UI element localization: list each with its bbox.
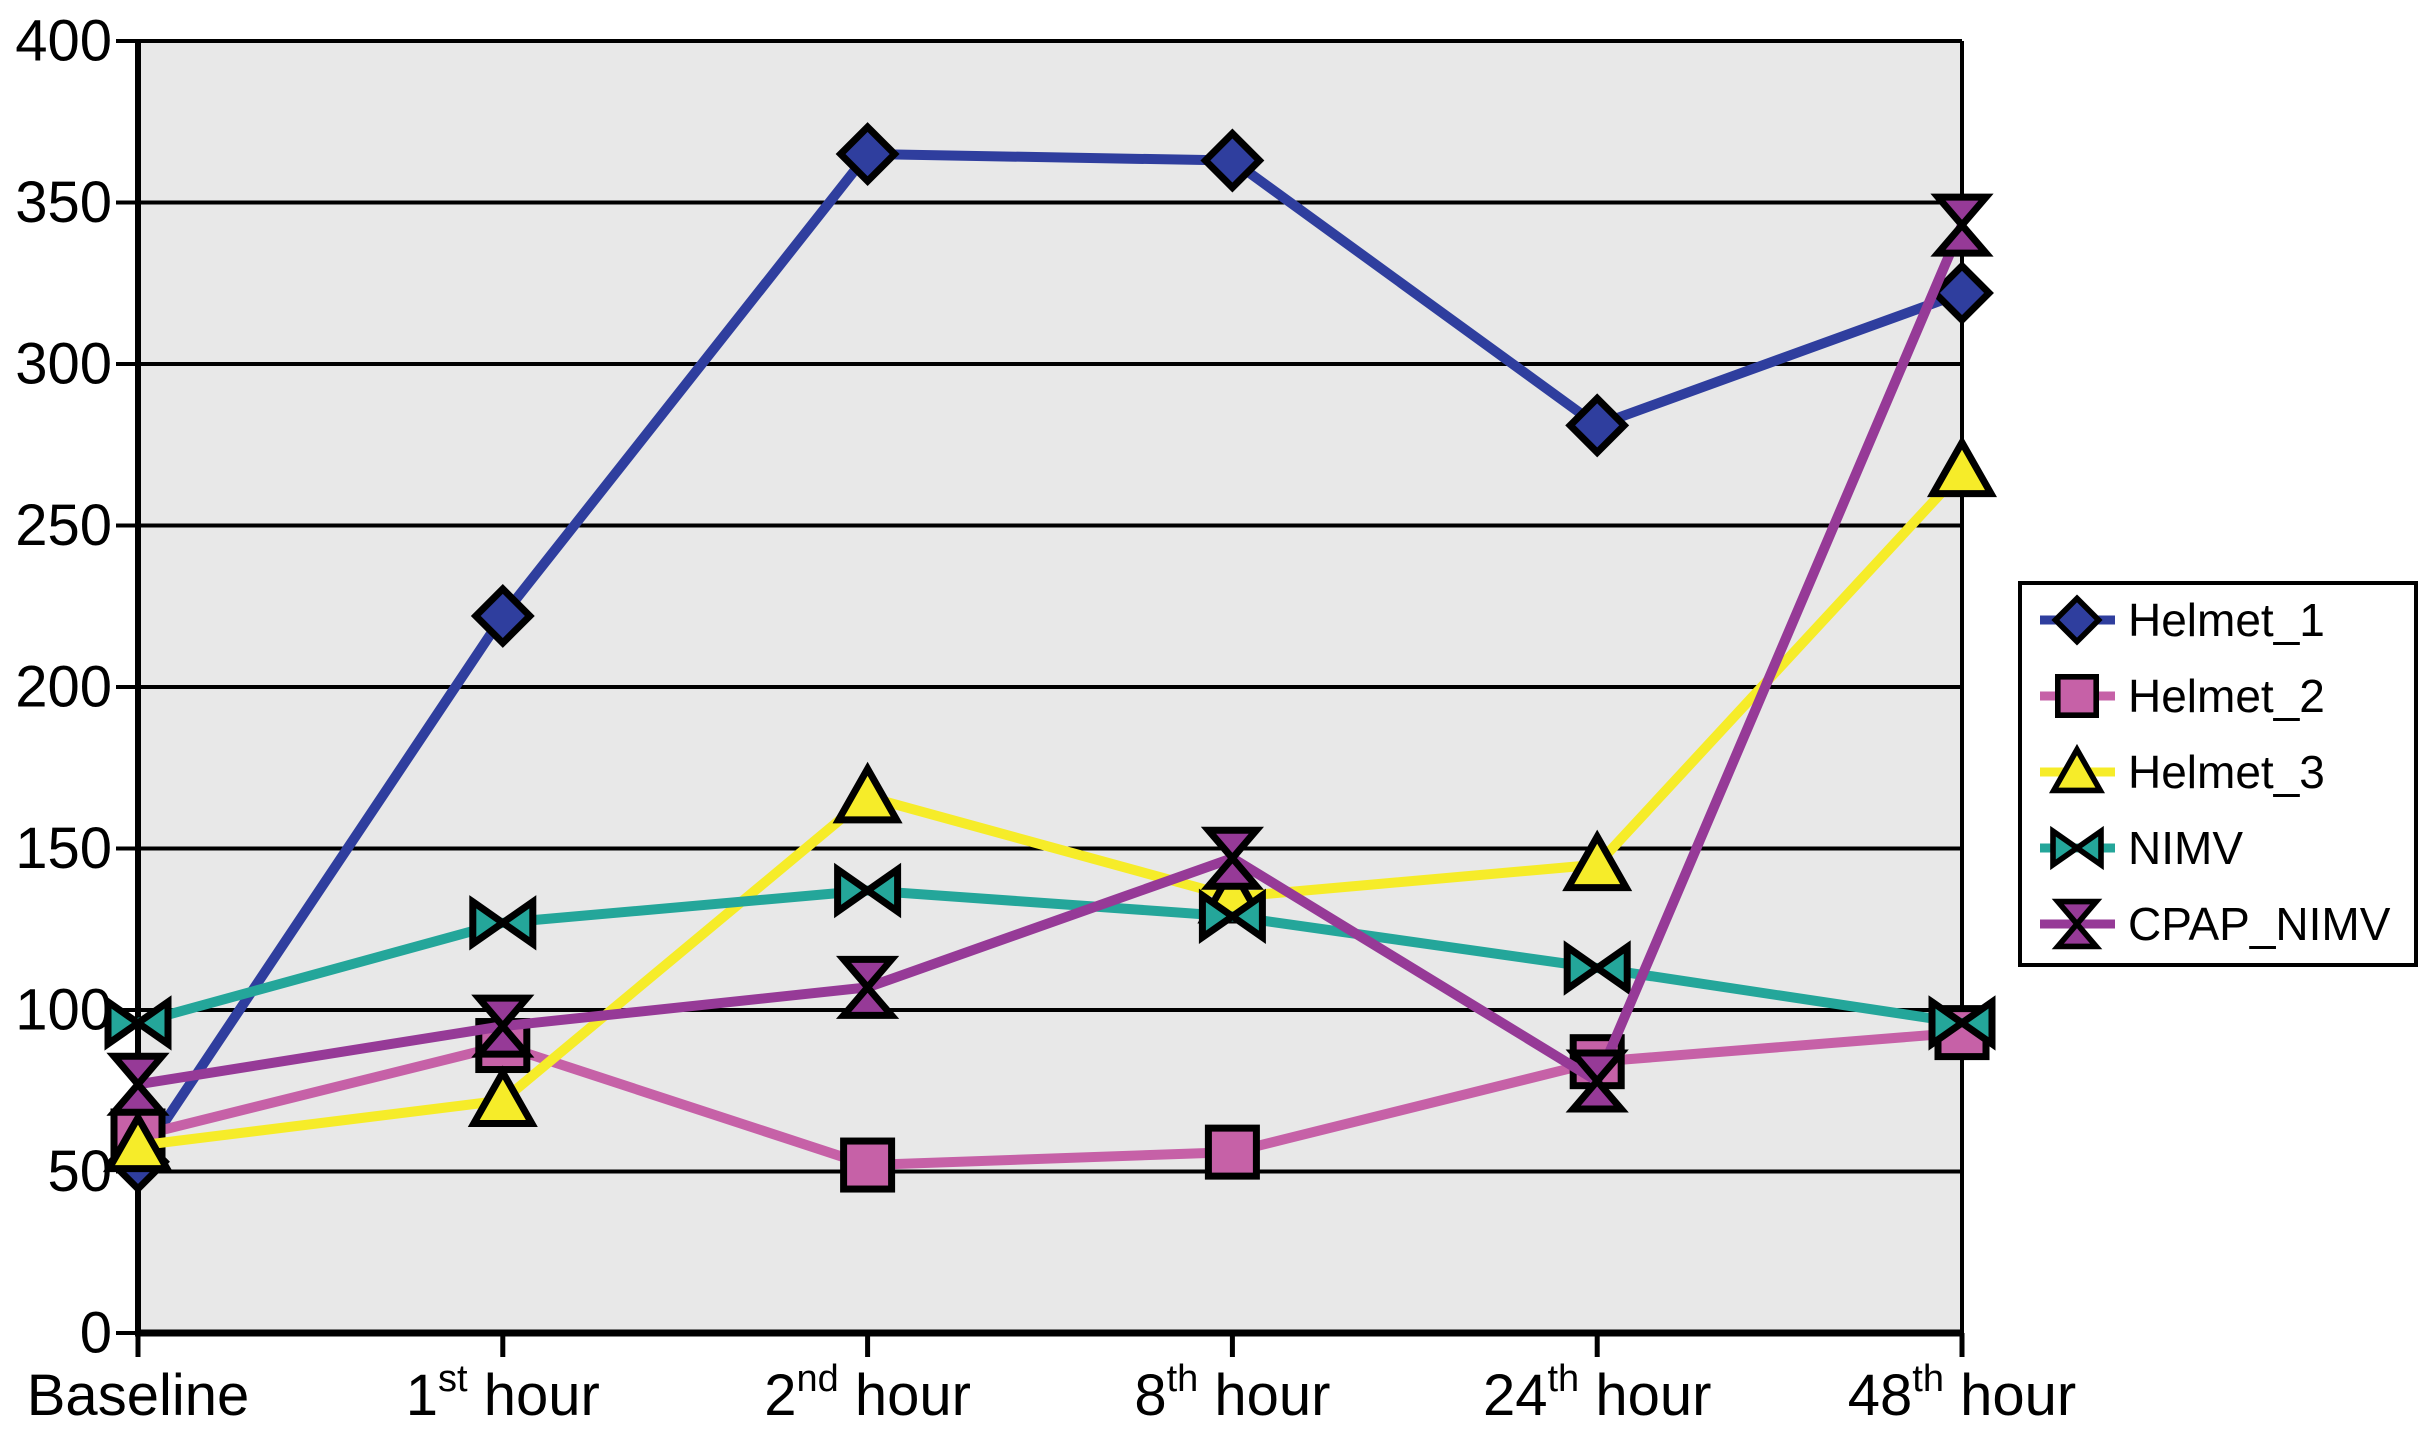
x-axis-category-label: 48th hour [1848,1358,2076,1428]
marker-Helmet_2-3 [1204,1124,1260,1180]
series-Helmet_2 [110,1005,1990,1193]
marker-CPAP_NIMV-1 [471,994,535,1058]
marker-Helmet_1-2 [835,122,900,186]
marker-NIMV-1 [469,895,537,951]
marker-Helmet_3-2 [832,761,903,824]
series-Helmet_3 [102,435,1998,1173]
y-axis-tick-label: 350 [15,170,112,235]
series-NIMV [104,862,1996,1051]
legend-label-NIMV: NIMV [2128,822,2243,874]
y-axis-tick-label: 250 [15,493,112,558]
series-line-CPAP_NIMV [137,223,1967,1090]
marker-CPAP_NIMV-4 [1565,1049,1629,1113]
legend-item-Helmet_2: Helmet_2 [2040,670,2325,722]
marker-CPAP_NIMV-5 [1930,193,1994,257]
marker-Helmet_1-5 [1930,260,1994,325]
x-axis-category-label: 2nd hour [764,1358,971,1428]
series-CPAP_NIMV [106,193,1994,1116]
legend-label-CPAP_NIMV: CPAP_NIMV [2128,898,2391,950]
legend-marker-Helmet_1 [2051,594,2103,646]
marker-Helmet_1-4 [1565,393,1630,458]
x-axis-category-label: Baseline [27,1363,249,1428]
y-axis-tick-label: 0 [80,1301,112,1366]
legend-item-CPAP_NIMV: CPAP_NIMV [2040,898,2391,950]
marker-Helmet_1-3 [1200,128,1265,193]
marker-Helmet_3-1 [467,1065,538,1127]
y-axis-tick-label: 100 [15,978,112,1043]
marker-Helmet_3-5 [1926,435,1998,498]
legend-marker-CPAP_NIMV [2051,898,2103,950]
x-axis-category-label: 24th hour [1483,1358,1711,1428]
marker-CPAP_NIMV-3 [1200,826,1265,890]
marker-CPAP_NIMV-0 [106,1052,170,1116]
y-axis-tick-label: 150 [15,816,112,881]
marker-NIMV-0 [104,995,172,1051]
legend-label-Helmet_3: Helmet_3 [2128,746,2325,798]
legend-label-Helmet_2: Helmet_2 [2128,670,2325,722]
x-axis-category-label: 8th hour [1134,1358,1330,1428]
legend-label-Helmet_1: Helmet_1 [2128,594,2325,646]
y-axis-tick-label: 50 [47,1139,112,1204]
y-axis-tick-label: 300 [15,332,112,397]
marker-NIMV-3 [1198,888,1266,945]
marker-Helmet_3-4 [1562,829,1633,892]
series-line-NIMV [136,885,1963,1028]
marker-CPAP_NIMV-2 [835,955,900,1019]
x-axis-category-label: 1st hour [406,1358,600,1428]
legend: Helmet_1 Helmet_2 Helmet_3 NIMV CPAP_NIMV [2018,581,2418,967]
legend-item-NIMV: NIMV [2040,822,2243,874]
series-line-Helmet_3 [137,467,1966,1151]
y-axis-tick-label: 400 [15,9,112,74]
marker-Helmet_1-1 [470,583,535,648]
series-line-Helmet_1 [133,149,1964,1165]
marker-Helmet_3-0 [102,1110,174,1173]
legend-marker-Helmet_2 [2055,673,2100,718]
series-line-Helmet_2 [136,1027,1963,1171]
marker-NIMV-5 [1928,995,1996,1051]
legend-marker-Helmet_3 [2048,743,2106,794]
legend-item-Helmet_1: Helmet_1 [2040,594,2325,646]
legend-marker-NIMV [2050,825,2104,871]
legend-item-Helmet_3: Helmet_3 [2040,743,2325,798]
marker-NIMV-2 [834,862,902,919]
y-axis-tick-label: 200 [15,655,112,720]
marker-Helmet_2-2 [840,1137,896,1193]
marker-NIMV-4 [1563,940,1631,996]
